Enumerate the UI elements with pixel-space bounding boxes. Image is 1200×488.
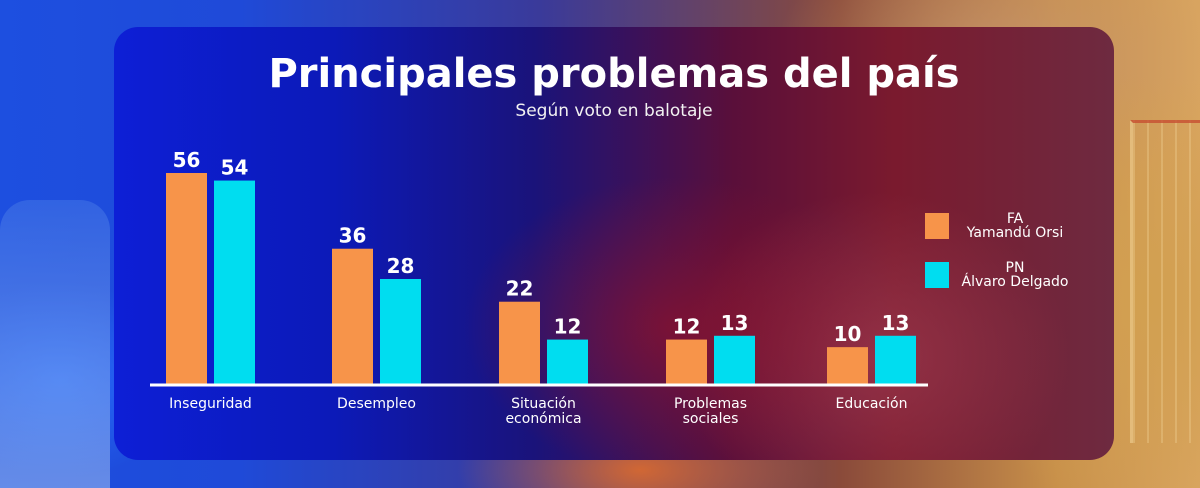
bar-pn bbox=[547, 339, 588, 385]
data-label: 28 bbox=[387, 254, 415, 278]
data-label: 36 bbox=[339, 224, 367, 248]
bar-pn bbox=[214, 180, 255, 385]
data-label: 13 bbox=[882, 311, 910, 335]
data-label: 10 bbox=[834, 322, 862, 346]
data-label: 54 bbox=[221, 156, 249, 180]
data-label: 13 bbox=[721, 311, 749, 335]
bar-pn bbox=[380, 279, 421, 385]
category-label: Problemas bbox=[674, 396, 747, 412]
chart-subtitle: Según voto en balotaje bbox=[515, 101, 713, 121]
legend-swatch-pn bbox=[925, 262, 949, 288]
bar-fa bbox=[166, 173, 207, 385]
legend-label: Yamandú Orsi bbox=[966, 225, 1063, 241]
chart-title: Principales problemas del país bbox=[268, 51, 960, 97]
legend-label: Álvaro Delgado bbox=[962, 273, 1069, 290]
background-shopping-cart bbox=[1130, 120, 1200, 443]
data-label: 12 bbox=[554, 315, 582, 339]
category-label: Desempleo bbox=[337, 396, 416, 412]
category-label: sociales bbox=[683, 411, 739, 427]
bar-fa bbox=[827, 347, 868, 385]
data-label: 12 bbox=[673, 315, 701, 339]
category-label: Educación bbox=[836, 396, 908, 412]
category-label: Situación bbox=[511, 396, 576, 412]
bars-layer bbox=[166, 173, 916, 385]
data-label: 56 bbox=[173, 148, 201, 172]
category-label: Inseguridad bbox=[169, 396, 252, 412]
bar-pn bbox=[714, 335, 755, 385]
legend-label: PN bbox=[1006, 260, 1025, 276]
background-police-car bbox=[0, 200, 110, 488]
data-label: 22 bbox=[506, 277, 534, 301]
chart-panel: Principales problemas del país Según vot… bbox=[114, 27, 1114, 460]
category-label: económica bbox=[505, 411, 581, 427]
bar-pn bbox=[875, 335, 916, 385]
bar-fa bbox=[332, 248, 373, 385]
bar-fa bbox=[666, 339, 707, 385]
bar-fa bbox=[499, 301, 540, 385]
labels-layer: 56 54 Inseguridad 36 28 Desempleo 22 12 Situació… bbox=[169, 148, 909, 427]
legend-swatch-fa bbox=[925, 213, 949, 239]
legend-label: FA bbox=[1007, 211, 1024, 227]
